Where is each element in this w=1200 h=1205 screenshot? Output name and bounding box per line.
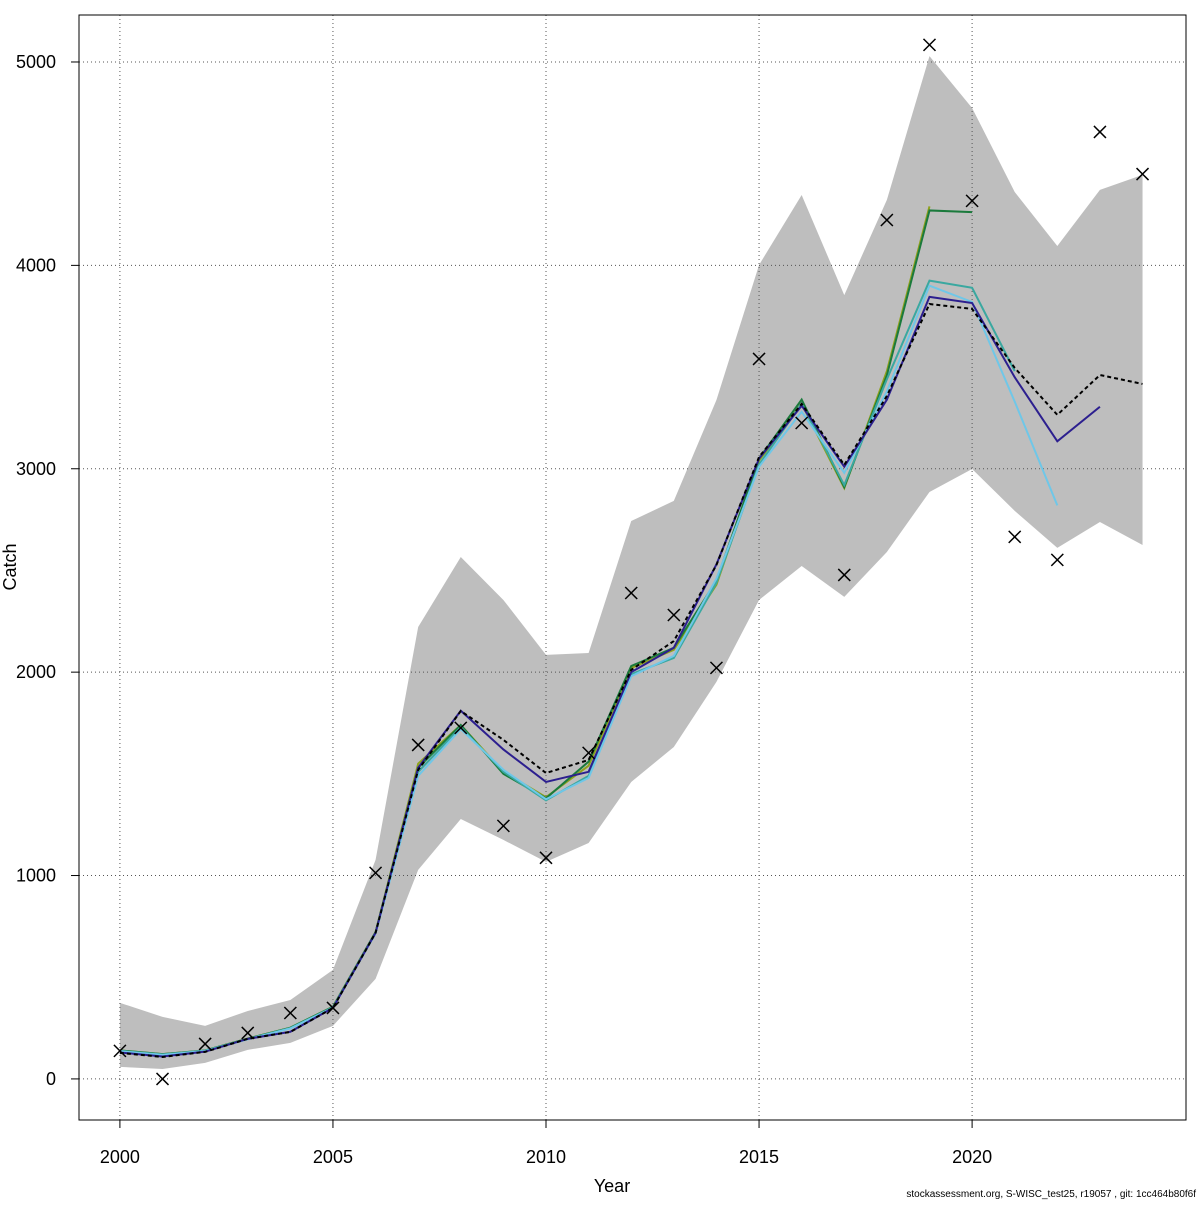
observation-stroke <box>837 568 851 582</box>
observation-stroke <box>1008 530 1022 544</box>
observation-stroke <box>922 38 937 52</box>
observation <box>496 819 510 833</box>
series-line <box>119 295 1101 1058</box>
observation-stroke <box>155 1072 170 1086</box>
confidence-band <box>119 56 1143 1069</box>
observation-stroke <box>709 661 723 675</box>
observation-stroke <box>965 194 979 208</box>
observation <box>539 851 553 865</box>
observation-stroke <box>496 819 510 833</box>
y-tick-label: 5000 <box>16 52 56 72</box>
series-line <box>119 302 1143 1058</box>
observation <box>1008 530 1022 544</box>
x-tick-label: 2000 <box>100 1147 140 1167</box>
observation <box>113 1044 127 1058</box>
observation <box>241 1026 255 1040</box>
observation-stroke <box>198 1037 212 1051</box>
observation <box>752 352 766 366</box>
observation <box>198 1037 212 1051</box>
observation <box>880 213 894 227</box>
observation-stroke <box>1093 125 1107 139</box>
observation-stroke <box>752 352 766 366</box>
observation-stroke <box>667 608 681 622</box>
observation-stroke <box>411 738 425 752</box>
x-tick-label: 2010 <box>526 1147 566 1167</box>
observation <box>1136 167 1150 181</box>
observation-stroke <box>1050 553 1064 567</box>
observation-stroke <box>624 586 638 600</box>
x-tick-label: 2015 <box>739 1147 779 1167</box>
observation-stroke <box>454 721 468 735</box>
observation <box>1093 125 1107 139</box>
y-axis-label: Catch <box>0 543 20 590</box>
observation <box>369 866 383 880</box>
observation <box>582 746 596 760</box>
observation <box>624 586 638 600</box>
observation-stroke <box>283 1006 297 1020</box>
y-tick-label: 4000 <box>16 255 56 275</box>
observation <box>667 608 681 622</box>
plot-frame <box>78 14 1187 1121</box>
y-tick-label: 0 <box>46 1069 56 1089</box>
observation-stroke <box>326 1001 340 1015</box>
observation-stroke <box>880 213 894 227</box>
observation-stroke <box>369 866 383 880</box>
observation <box>155 1072 170 1086</box>
series-line <box>119 284 1059 1056</box>
observation <box>837 568 851 582</box>
observation-stroke <box>1136 167 1150 181</box>
observation-stroke <box>539 851 553 865</box>
observation <box>1050 553 1064 567</box>
x-tick-label: 2005 <box>313 1147 353 1167</box>
observation-stroke <box>582 746 596 760</box>
observation-stroke <box>795 416 809 430</box>
y-tick-label: 2000 <box>16 662 56 682</box>
observation <box>411 738 425 752</box>
x-axis-label: Year <box>594 1176 630 1196</box>
observation <box>283 1006 297 1020</box>
observation <box>922 38 937 52</box>
footer: stockassessment.org, S-WISC_test25, r190… <box>906 1189 1196 1200</box>
observation-stroke <box>113 1044 127 1058</box>
observation <box>326 1001 340 1015</box>
observation <box>709 661 723 675</box>
observation <box>454 721 468 735</box>
y-tick-label: 1000 <box>16 866 56 886</box>
y-tick-label: 3000 <box>16 459 56 479</box>
x-tick-label: 2020 <box>952 1147 992 1167</box>
observation-stroke <box>241 1026 255 1040</box>
observation <box>965 194 979 208</box>
observation <box>795 416 809 430</box>
